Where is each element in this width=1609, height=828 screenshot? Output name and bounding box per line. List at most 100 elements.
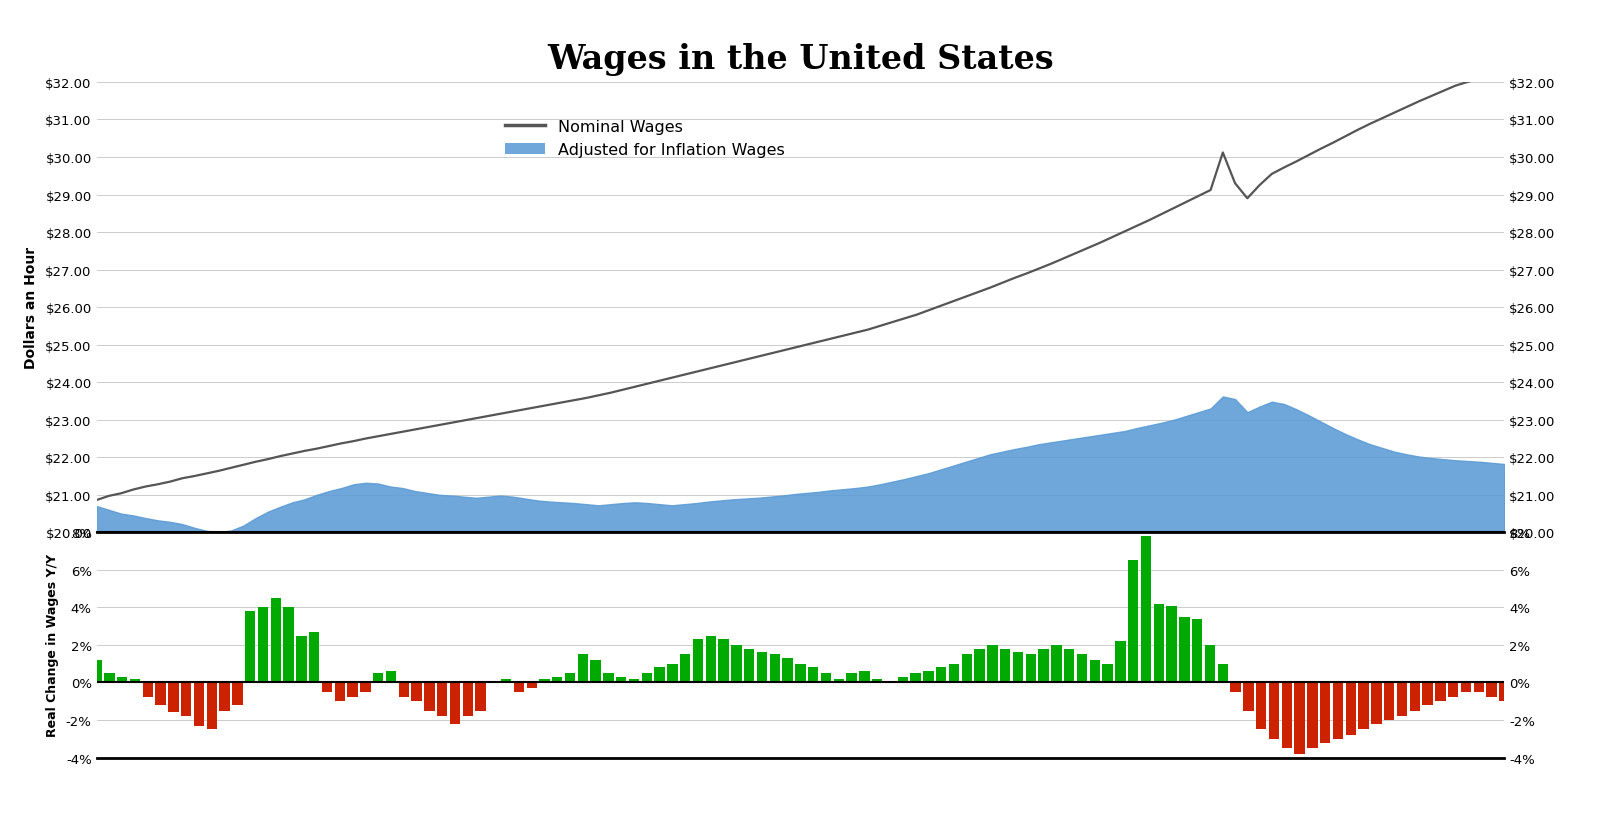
Bar bbox=[270, 599, 282, 682]
Bar bbox=[808, 667, 819, 682]
Bar bbox=[706, 636, 716, 682]
Bar bbox=[1461, 682, 1471, 692]
Bar bbox=[1244, 682, 1253, 710]
Bar bbox=[193, 682, 204, 726]
Bar bbox=[257, 608, 269, 682]
Bar bbox=[167, 682, 179, 713]
Bar bbox=[924, 672, 933, 682]
Bar bbox=[769, 654, 780, 682]
Bar bbox=[1422, 682, 1434, 705]
Bar bbox=[975, 649, 985, 682]
Bar bbox=[1270, 682, 1279, 739]
Bar bbox=[360, 682, 370, 692]
Bar bbox=[526, 682, 537, 688]
Bar bbox=[782, 658, 793, 682]
Bar bbox=[309, 632, 319, 682]
Bar bbox=[1167, 606, 1176, 682]
Bar bbox=[1218, 664, 1228, 682]
Bar bbox=[756, 652, 767, 682]
Bar bbox=[962, 654, 972, 682]
Bar bbox=[1384, 682, 1395, 720]
Bar bbox=[1282, 682, 1292, 749]
Bar bbox=[1025, 654, 1036, 682]
Bar bbox=[872, 679, 882, 682]
Bar bbox=[143, 682, 153, 698]
Bar bbox=[1474, 682, 1483, 692]
Bar bbox=[552, 677, 563, 682]
Bar bbox=[681, 654, 690, 682]
Bar bbox=[743, 649, 755, 682]
Bar bbox=[1001, 649, 1010, 682]
Bar bbox=[833, 679, 845, 682]
Y-axis label: Real Change in Wages Y/Y: Real Change in Wages Y/Y bbox=[47, 554, 60, 737]
Bar bbox=[655, 667, 665, 682]
Bar bbox=[500, 679, 512, 682]
Bar bbox=[92, 660, 101, 682]
Bar bbox=[578, 654, 589, 682]
Bar bbox=[1332, 682, 1344, 739]
Bar bbox=[1294, 682, 1305, 753]
Bar bbox=[1012, 652, 1023, 682]
Bar bbox=[795, 664, 806, 682]
Bar bbox=[859, 672, 870, 682]
Bar bbox=[1397, 682, 1408, 716]
Bar bbox=[1358, 682, 1369, 729]
Bar bbox=[117, 677, 127, 682]
Bar bbox=[719, 639, 729, 682]
Bar bbox=[1064, 649, 1075, 682]
Bar bbox=[1307, 682, 1318, 749]
Bar bbox=[885, 681, 895, 682]
Bar bbox=[629, 679, 639, 682]
Bar bbox=[1448, 682, 1458, 698]
Bar bbox=[1409, 682, 1421, 710]
Bar bbox=[1128, 561, 1139, 682]
Title: Wages in the United States: Wages in the United States bbox=[547, 43, 1054, 76]
Bar bbox=[988, 645, 998, 682]
Bar bbox=[1435, 682, 1445, 701]
Bar bbox=[488, 681, 499, 682]
Bar bbox=[105, 673, 114, 682]
Bar bbox=[603, 673, 613, 682]
Bar bbox=[425, 682, 434, 710]
Bar bbox=[348, 682, 357, 698]
Bar bbox=[322, 682, 331, 692]
Bar bbox=[412, 682, 422, 701]
Bar bbox=[821, 673, 832, 682]
Bar bbox=[373, 673, 383, 682]
Bar bbox=[462, 682, 473, 716]
Bar bbox=[1345, 682, 1356, 735]
Bar bbox=[1371, 682, 1382, 724]
Bar bbox=[949, 664, 959, 682]
Bar bbox=[539, 679, 550, 682]
Bar bbox=[1205, 645, 1215, 682]
Bar bbox=[1038, 649, 1049, 682]
Bar bbox=[565, 673, 576, 682]
Y-axis label: Dollars an Hour: Dollars an Hour bbox=[24, 247, 39, 368]
Bar bbox=[180, 682, 191, 716]
Bar bbox=[846, 673, 858, 682]
Bar bbox=[1051, 645, 1062, 682]
Bar bbox=[335, 682, 344, 701]
Bar bbox=[1089, 660, 1101, 682]
Bar bbox=[668, 664, 677, 682]
Bar bbox=[591, 660, 600, 682]
Bar bbox=[156, 682, 166, 705]
Bar bbox=[130, 679, 140, 682]
Bar bbox=[1179, 617, 1189, 682]
Bar bbox=[283, 608, 294, 682]
Bar bbox=[1319, 682, 1331, 743]
Bar bbox=[513, 682, 525, 692]
Bar bbox=[911, 673, 920, 682]
Bar bbox=[206, 682, 217, 729]
Bar bbox=[730, 645, 742, 682]
Bar bbox=[1154, 604, 1163, 682]
Bar bbox=[936, 667, 946, 682]
Bar bbox=[475, 682, 486, 710]
Legend: Nominal Wages, Adjusted for Inflation Wages: Nominal Wages, Adjusted for Inflation Wa… bbox=[499, 113, 792, 164]
Bar bbox=[1257, 682, 1266, 729]
Bar bbox=[693, 639, 703, 682]
Bar bbox=[1115, 642, 1126, 682]
Bar bbox=[386, 672, 396, 682]
Bar bbox=[449, 682, 460, 724]
Bar bbox=[232, 682, 243, 705]
